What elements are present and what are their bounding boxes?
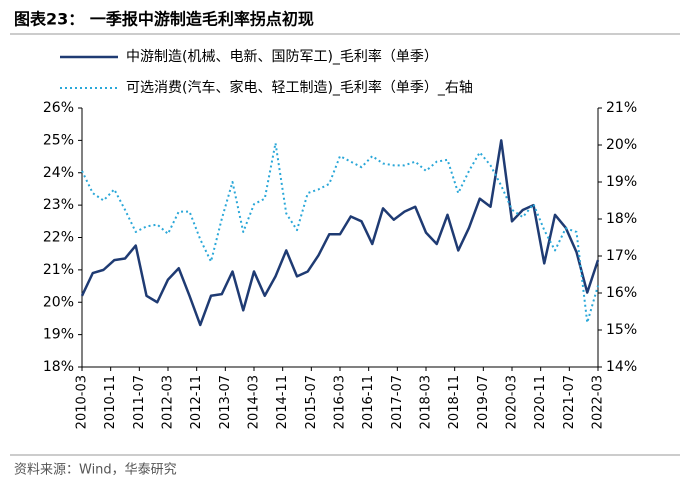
x-tick-label: 2014-11 <box>275 375 290 429</box>
x-tick-label: 2020-03 <box>505 375 520 429</box>
series-line <box>80 139 600 327</box>
y2-tick-label: 16% <box>606 285 637 301</box>
source: 资料来源：Wind，华泰研究 <box>14 463 177 478</box>
y-tick-label: 21% <box>43 262 74 278</box>
y2-tick-label: 20% <box>606 137 637 153</box>
x-tick-label: 2020-11 <box>533 375 548 429</box>
x-tick-label: 2019-07 <box>476 375 491 429</box>
x-tick-label: 2021-07 <box>562 375 577 429</box>
y-tick-label: 26% <box>43 100 74 116</box>
y-tick-label: 25% <box>43 132 74 148</box>
y-tick-label: 23% <box>43 197 74 213</box>
y2-tick-label: 18% <box>606 211 637 227</box>
x-tick-label: 2010-03 <box>75 375 90 429</box>
y2-tick-label: 19% <box>606 174 637 190</box>
x-tick-label: 2018-03 <box>419 375 434 429</box>
x-tick-label: 2010-11 <box>103 375 118 429</box>
x-tick-label: 2022-03 <box>591 375 606 429</box>
x-tick-label: 2017-07 <box>390 375 405 429</box>
x-tick-label: 2016-11 <box>361 375 376 429</box>
x-tick-label: 2012-03 <box>161 375 176 429</box>
x-tick-label: 2013-07 <box>218 375 233 429</box>
x-tick-label: 2011-07 <box>132 375 147 429</box>
y-tick-label: 24% <box>43 165 74 181</box>
chart-title: 图表23： 一季报中游制造毛利率拐点初现 <box>14 10 314 29</box>
y-tick-label: 20% <box>43 294 74 310</box>
x-tick-label: 2012-11 <box>189 375 204 429</box>
x-tick-label: 2015-07 <box>304 375 319 429</box>
x-tick-label: 2014-03 <box>247 375 262 429</box>
legend-label: 中游制造(机械、电新、国防军工)_毛利率（单季） <box>126 48 438 65</box>
y2-tick-label: 15% <box>606 322 637 338</box>
y-tick-label: 22% <box>43 230 74 246</box>
x-tick-label: 2018-11 <box>447 375 462 429</box>
y-tick-label: 19% <box>43 327 74 343</box>
y2-tick-label: 14% <box>606 359 637 375</box>
y2-tick-label: 17% <box>606 248 637 264</box>
x-tick-label: 2016-03 <box>333 375 348 429</box>
legend-label: 可选消费(汽车、家电、轻工制造)_毛利率（单季）_右轴 <box>126 79 473 96</box>
y2-tick-label: 21% <box>606 100 637 116</box>
y-tick-label: 18% <box>43 359 74 375</box>
